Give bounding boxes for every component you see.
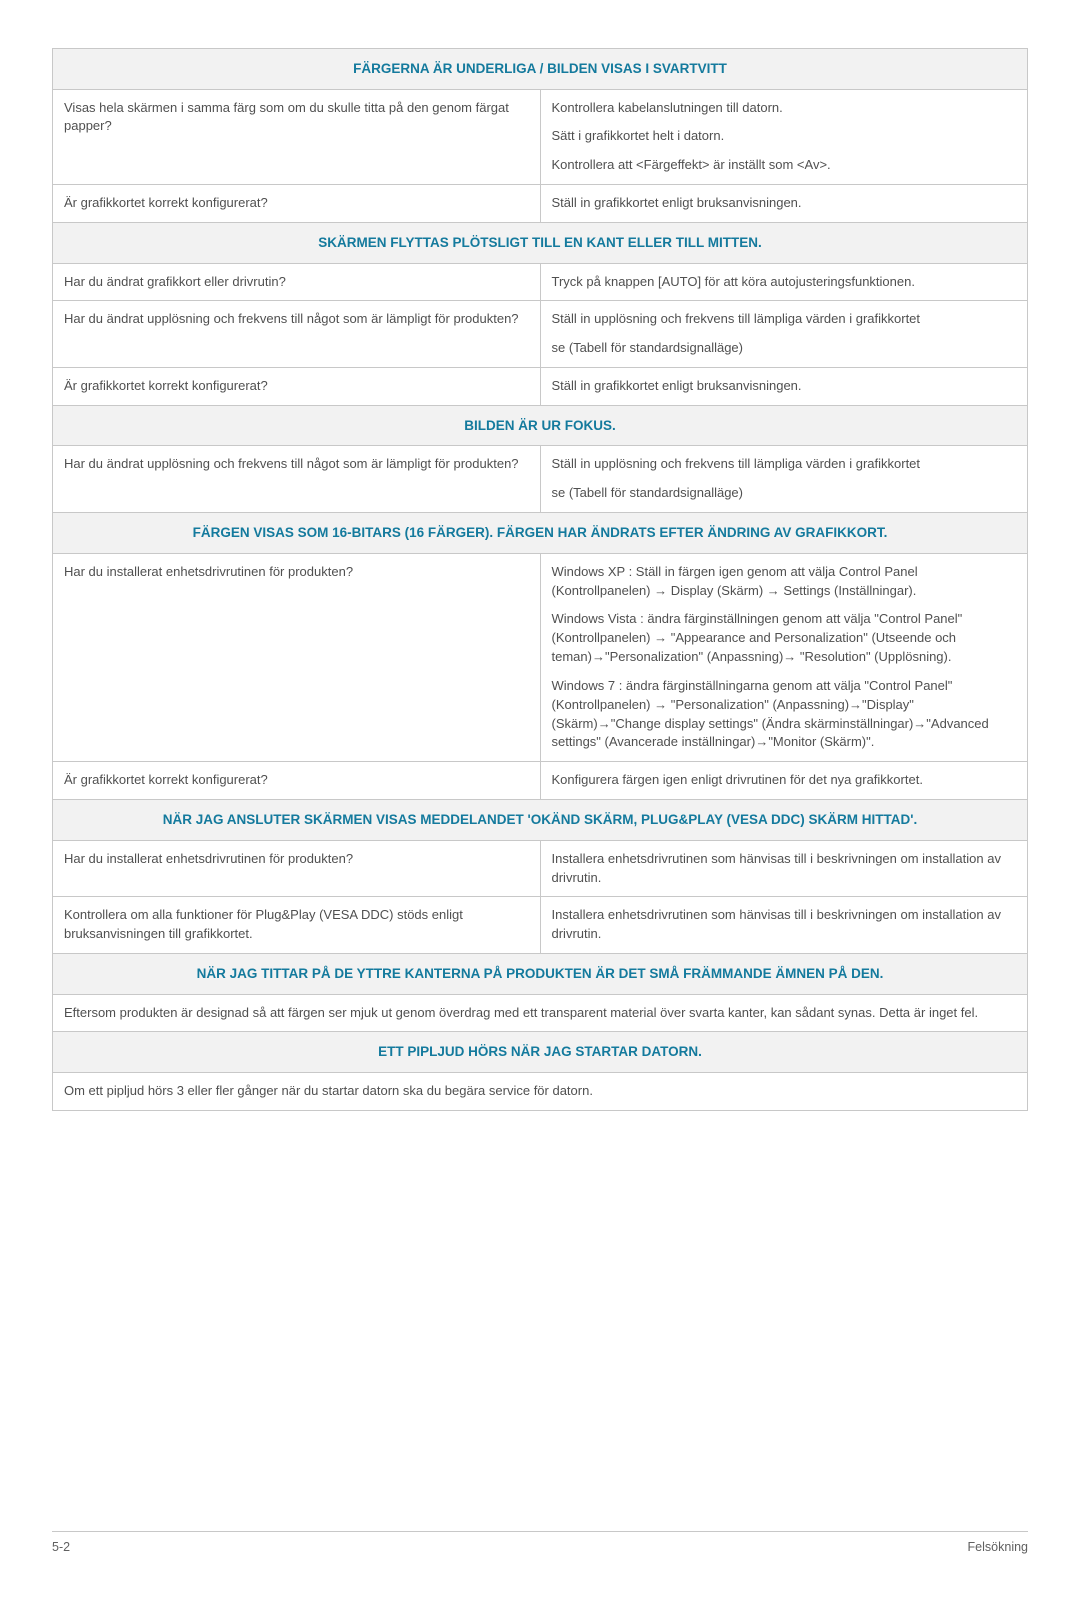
page-footer: 5-2 Felsökning	[52, 1531, 1028, 1556]
answer-paragraph: Ställ in upplösning och frekvens till lä…	[552, 310, 1017, 329]
section-header: NÄR JAG ANSLUTER SKÄRMEN VISAS MEDDELAND…	[53, 800, 1028, 841]
section-header: NÄR JAG TITTAR PÅ DE YTTRE KANTERNA PÅ P…	[53, 954, 1028, 995]
section-header: ETT PIPLJUD HÖRS NÄR JAG STARTAR DATORN.	[53, 1032, 1028, 1073]
question-cell: Har du ändrat upplösning och frekvens ti…	[53, 446, 541, 513]
answer-cell: Ställ in grafikkortet enligt bruksanvisn…	[540, 185, 1028, 223]
answer-cell: Installera enhetsdrivrutinen som hänvisa…	[540, 840, 1028, 897]
full-row-text: Om ett pipljud hörs 3 eller fler gånger …	[53, 1073, 1028, 1111]
answer-paragraph: Kontrollera att <Färgeffekt> är inställt…	[552, 156, 1017, 175]
page-number: 5-2	[52, 1538, 70, 1556]
answer-cell: Ställ in upplösning och frekvens till lä…	[540, 446, 1028, 513]
question-cell: Är grafikkortet korrekt konfigurerat?	[53, 185, 541, 223]
section-header: BILDEN ÄR UR FOKUS.	[53, 405, 1028, 446]
answer-paragraph: Installera enhetsdrivrutinen som hänvisa…	[552, 906, 1017, 944]
troubleshooting-table: FÄRGERNA ÄR UNDERLIGA / BILDEN VISAS I S…	[52, 48, 1028, 1111]
section-header: FÄRGERNA ÄR UNDERLIGA / BILDEN VISAS I S…	[53, 49, 1028, 90]
answer-paragraph: Tryck på knappen [AUTO] för att köra aut…	[552, 273, 1017, 292]
answer-paragraph: Ställ in grafikkortet enligt bruksanvisn…	[552, 194, 1017, 213]
question-cell: Är grafikkortet korrekt konfigurerat?	[53, 368, 541, 406]
question-cell: Kontrollera om alla funktioner för Plug&…	[53, 897, 541, 954]
footer-title: Felsökning	[968, 1538, 1028, 1556]
section-header: FÄRGEN VISAS SOM 16-BITARS (16 FÄRGER). …	[53, 513, 1028, 554]
answer-cell: Konfigurera färgen igen enligt drivrutin…	[540, 762, 1028, 800]
answer-cell: Kontrollera kabelanslutningen till dator…	[540, 89, 1028, 185]
answer-paragraph: Windows 7 : ändra färginställningarna ge…	[552, 677, 1017, 752]
answer-paragraph: Ställ in grafikkortet enligt bruksanvisn…	[552, 377, 1017, 396]
answer-paragraph: Windows XP : Ställ in färgen igen genom …	[552, 563, 1017, 601]
question-cell: Har du ändrat grafikkort eller drivrutin…	[53, 263, 541, 301]
answer-cell: Ställ in grafikkortet enligt bruksanvisn…	[540, 368, 1028, 406]
section-header: SKÄRMEN FLYTTAS PLÖTSLIGT TILL EN KANT E…	[53, 222, 1028, 263]
answer-paragraph: se (Tabell för standardsignalläge)	[552, 339, 1017, 358]
answer-cell: Ställ in upplösning och frekvens till lä…	[540, 301, 1028, 368]
question-cell: Har du ändrat upplösning och frekvens ti…	[53, 301, 541, 368]
answer-paragraph: Kontrollera kabelanslutningen till dator…	[552, 99, 1017, 118]
answer-paragraph: se (Tabell för standardsignalläge)	[552, 484, 1017, 503]
question-cell: Har du installerat enhetsdrivrutinen för…	[53, 840, 541, 897]
answer-paragraph: Installera enhetsdrivrutinen som hänvisa…	[552, 850, 1017, 888]
question-cell: Har du installerat enhetsdrivrutinen för…	[53, 553, 541, 762]
answer-cell: Tryck på knappen [AUTO] för att köra aut…	[540, 263, 1028, 301]
question-cell: Visas hela skärmen i samma färg som om d…	[53, 89, 541, 185]
question-cell: Är grafikkortet korrekt konfigurerat?	[53, 762, 541, 800]
answer-paragraph: Windows Vista : ändra färginställningen …	[552, 610, 1017, 667]
answer-cell: Installera enhetsdrivrutinen som hänvisa…	[540, 897, 1028, 954]
answer-paragraph: Sätt i grafikkortet helt i datorn.	[552, 127, 1017, 146]
full-row-text: Eftersom produkten är designad så att fä…	[53, 994, 1028, 1032]
answer-paragraph: Ställ in upplösning och frekvens till lä…	[552, 455, 1017, 474]
answer-cell: Windows XP : Ställ in färgen igen genom …	[540, 553, 1028, 762]
answer-paragraph: Konfigurera färgen igen enligt drivrutin…	[552, 771, 1017, 790]
